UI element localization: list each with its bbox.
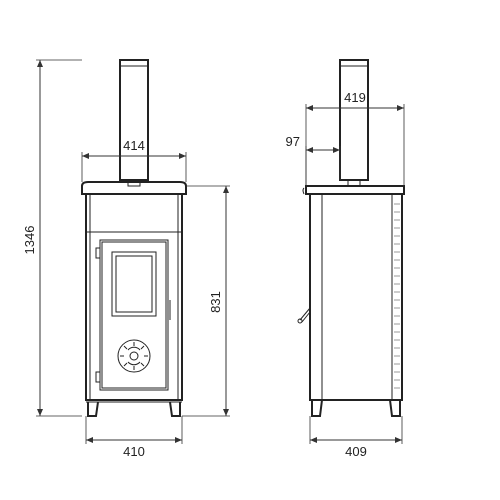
dim-overall-height: 1346 <box>22 226 37 255</box>
vent-grille-icon <box>394 204 400 388</box>
side-view: 419 97 409 <box>286 60 404 459</box>
dim-side-chimney-width: 419 <box>344 90 366 105</box>
front-view: 1346 414 831 410 <box>22 60 230 459</box>
vent-rosette-icon <box>118 340 150 372</box>
handle-icon <box>298 308 310 323</box>
dim-chimney-offset: 97 <box>286 134 300 149</box>
dim-front-chimney-width: 414 <box>123 138 145 153</box>
technical-drawing: 1346 414 831 410 <box>0 0 500 500</box>
dim-side-base-width: 409 <box>345 444 367 459</box>
dim-front-base-width: 410 <box>123 444 145 459</box>
dim-body-height: 831 <box>208 291 223 313</box>
